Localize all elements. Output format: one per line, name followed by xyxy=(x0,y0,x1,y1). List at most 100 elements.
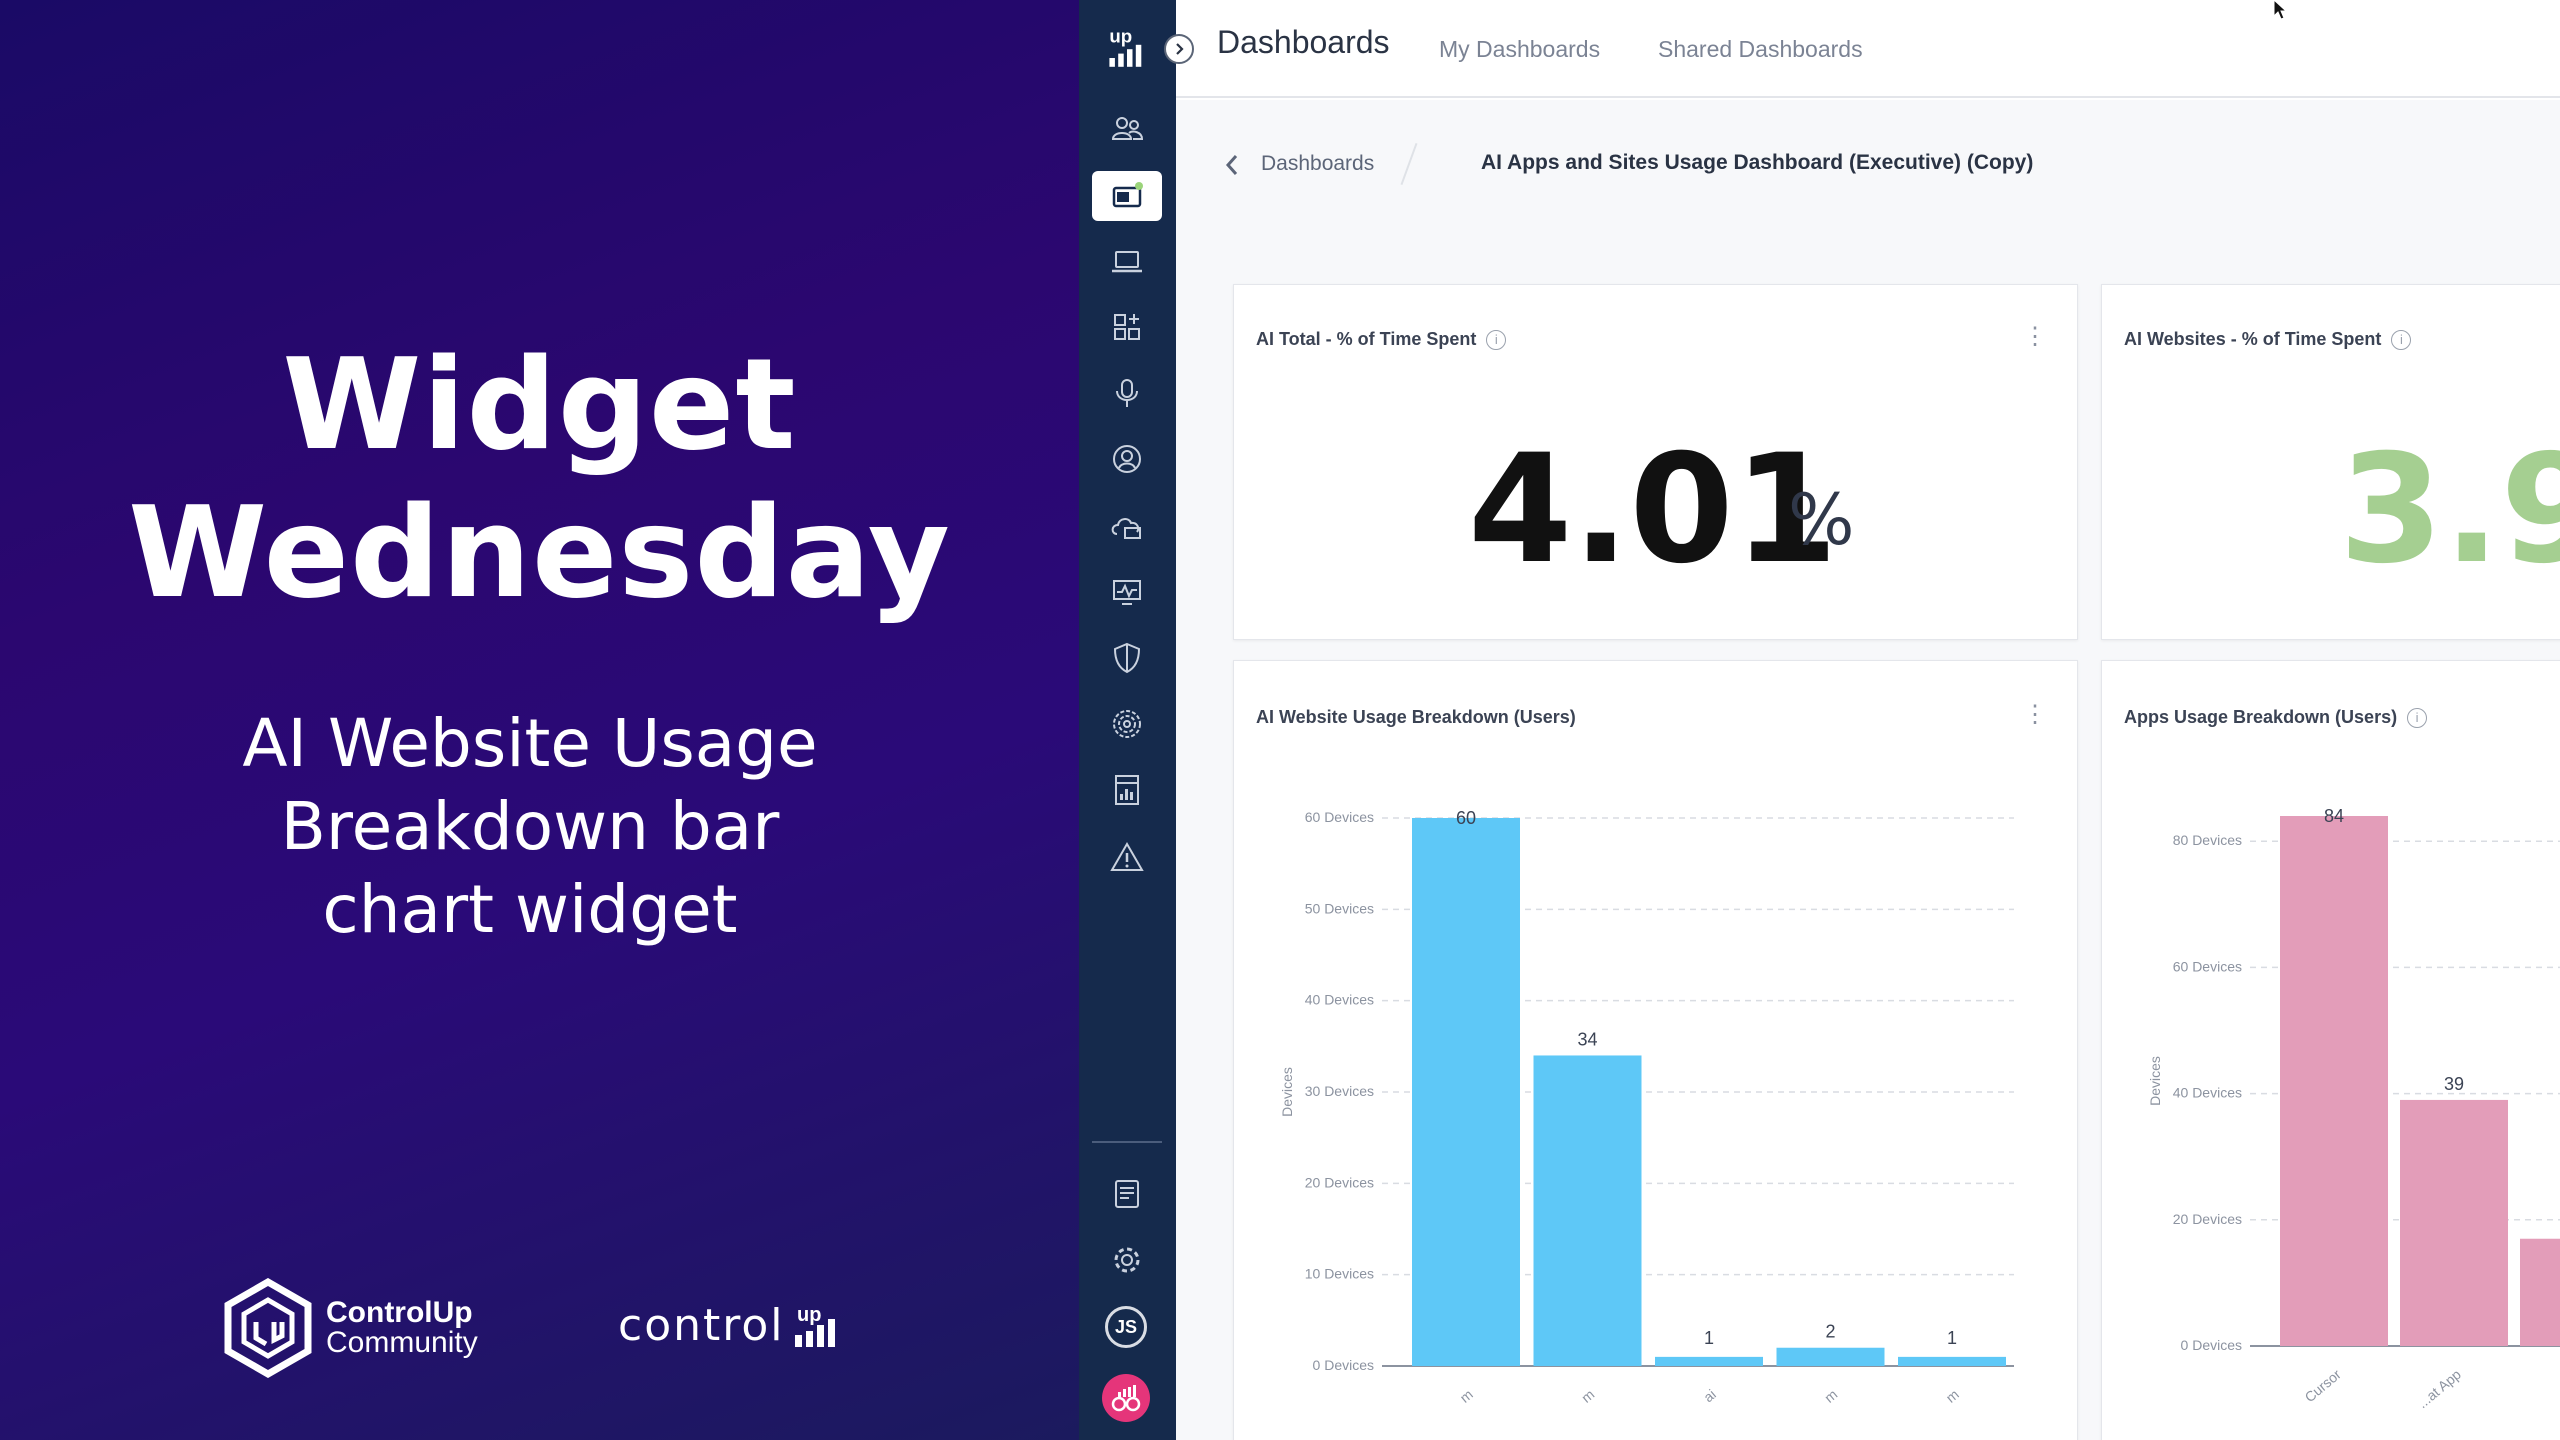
user-avatar[interactable]: JS xyxy=(1105,1306,1147,1348)
sidebar-item-security[interactable] xyxy=(1092,633,1162,683)
widget-ai-websites: AI Websites - % of Time Spent i 3.9 xyxy=(2101,284,2560,640)
y-tick-label: 40 Devices xyxy=(1305,992,1374,1008)
x-tick-label: m xyxy=(1821,1386,1840,1406)
sidebar-divider xyxy=(1092,1141,1162,1143)
breadcrumb-current: AI Apps and Sites Usage Dashboard (Execu… xyxy=(1481,151,2034,174)
y-tick-label: 20 Devices xyxy=(2173,1211,2242,1227)
sidebar: up xyxy=(1079,0,1176,1440)
widget-title: AI Website Usage Breakdown (Users) xyxy=(1256,707,1576,728)
sidebar-item-devices[interactable] xyxy=(1092,236,1162,286)
top-header xyxy=(1176,0,2560,98)
info-icon[interactable]: i xyxy=(2391,329,2412,350)
y-axis-label: Devices xyxy=(2147,1056,2163,1106)
y-tick-label: 60 Devices xyxy=(1305,809,1374,825)
expand-sidebar-button[interactable] xyxy=(1164,34,1194,64)
bar-value-label: 1 xyxy=(1704,1328,1714,1348)
kpi-value: 3.9 xyxy=(2339,423,2560,597)
widget-title-text: Apps Usage Breakdown (Users) xyxy=(2124,707,2398,727)
apps-icon xyxy=(1114,314,1140,340)
widget-menu-button[interactable]: ⋮ xyxy=(2023,323,2047,350)
bar-value-label: 1 xyxy=(1947,1328,1957,1348)
x-tick-label: m xyxy=(1457,1386,1476,1406)
logs-icon xyxy=(1115,1180,1139,1208)
sidebar-item-alerts[interactable] xyxy=(1092,832,1162,882)
promo-title-line2: Wednesday xyxy=(128,479,951,626)
chart-bar xyxy=(1655,1356,1763,1366)
x-tick-label: Cursor xyxy=(2301,1366,2344,1405)
y-tick-label: 40 Devices xyxy=(2173,1085,2242,1101)
sidebar-item-logs[interactable] xyxy=(1092,1169,1162,1219)
y-tick-label: 10 Devices xyxy=(1305,1266,1374,1282)
settings-icon xyxy=(1114,1247,1140,1273)
x-tick-label: ...at App xyxy=(2414,1366,2464,1411)
promo-title-line1: Widget xyxy=(282,331,797,478)
community-brand: ControlUp xyxy=(326,1296,473,1329)
promo-subtitle: AI Website Usage Breakdown bar chart wid… xyxy=(140,702,920,951)
apps-usage-chart: 0 Devices 20 Devices 40 Devices 60 Devices 8… xyxy=(2147,806,2560,1411)
sidebar-item-monitor[interactable] xyxy=(1092,567,1162,617)
svg-text:up: up xyxy=(797,1304,821,1326)
promo-subtitle-line2: Breakdown bar xyxy=(280,788,780,865)
widget-title: Apps Usage Breakdown (Users) i xyxy=(2124,707,2428,728)
sidebar-item-fingerprint[interactable] xyxy=(1092,699,1162,749)
logo-word: control xyxy=(618,1300,785,1351)
info-icon[interactable]: i xyxy=(1486,329,1507,350)
sidebar-item-voice[interactable] xyxy=(1092,368,1162,418)
controlup-community-logo: ControlUp Community xyxy=(222,1278,478,1378)
chart-bar xyxy=(1898,1356,2006,1366)
breadcrumb-dashboards-link[interactable]: Dashboards xyxy=(1261,152,1375,175)
y-tick-label: 0 Devices xyxy=(1313,1357,1374,1373)
devices-icon xyxy=(1112,251,1142,273)
widget-ai-total: AI Total - % of Time Spent i ⋮ 4.01 % xyxy=(1233,284,2078,640)
promo-subtitle-line1: AI Website Usage xyxy=(242,705,818,782)
widget-ai-website-usage: AI Website Usage Breakdown (Users) ⋮ 0 D… xyxy=(1233,660,2078,1440)
reports-icon xyxy=(1115,775,1139,805)
sidebar-item-users[interactable] xyxy=(1092,104,1162,154)
promo-panel: Widget Wednesday AI Website Usage Breakd… xyxy=(0,0,1079,1440)
home-logo-button[interactable]: up xyxy=(1092,22,1162,72)
promo-subtitle-line3: chart widget xyxy=(322,871,738,948)
kpi-unit: % xyxy=(1788,479,1855,561)
widget-menu-button[interactable]: ⋮ xyxy=(2023,701,2047,728)
chart-bar xyxy=(2520,1238,2560,1346)
widget-apps-usage: Apps Usage Breakdown (Users) i 0 Devices… xyxy=(2101,660,2560,1440)
chart-bar xyxy=(2280,816,2388,1346)
user-profile-icon xyxy=(1113,445,1141,473)
sidebar-item-cloud[interactable] xyxy=(1092,501,1162,551)
widget-title-text: AI Websites - % of Time Spent xyxy=(2124,329,2382,349)
chart-bar xyxy=(1776,1347,1885,1366)
x-tick-label: m xyxy=(1943,1386,1962,1406)
voice-icon xyxy=(1116,379,1138,407)
sidebar-item-reports[interactable] xyxy=(1092,765,1162,815)
dashboards-icon xyxy=(1112,182,1143,208)
sidebar-item-user-profile[interactable] xyxy=(1092,434,1162,484)
chart-bar xyxy=(1533,1055,1642,1366)
cloud-icon xyxy=(1111,518,1141,539)
sidebar-item-dashboards[interactable] xyxy=(1092,171,1162,221)
help-logo-icon xyxy=(1111,1385,1141,1412)
y-axis-label: Devices xyxy=(1279,1067,1295,1117)
svg-text:up: up xyxy=(1109,26,1132,47)
back-button[interactable] xyxy=(1222,152,1242,183)
y-tick-label: 50 Devices xyxy=(1305,900,1374,916)
sidebar-item-apps[interactable] xyxy=(1092,302,1162,352)
monitor-icon xyxy=(1113,580,1141,605)
widget-title: AI Total - % of Time Spent i xyxy=(1256,329,1507,350)
bar-value-label: 39 xyxy=(2444,1074,2464,1094)
users-icon xyxy=(1111,117,1144,140)
fingerprint-icon xyxy=(1113,710,1141,738)
help-button[interactable] xyxy=(1102,1374,1150,1422)
sidebar-item-settings[interactable] xyxy=(1092,1235,1162,1285)
y-tick-label: 20 Devices xyxy=(1305,1174,1374,1190)
y-tick-label: 60 Devices xyxy=(2173,958,2242,974)
tab-shared-dashboards[interactable]: Shared Dashboards xyxy=(1658,36,1863,62)
up-logo-icon: up xyxy=(1109,26,1142,67)
kpi-value: 4.01 xyxy=(1468,423,1839,597)
cube-logo-icon xyxy=(224,1278,312,1378)
page-title: Dashboards xyxy=(1217,24,1390,60)
widget-title-text: AI Total - % of Time Spent xyxy=(1256,329,1477,349)
y-tick-label: 80 Devices xyxy=(2173,832,2242,848)
tab-my-dashboards[interactable]: My Dashboards xyxy=(1439,36,1601,62)
widget-title-text: AI Website Usage Breakdown (Users) xyxy=(1256,707,1576,727)
info-icon[interactable]: i xyxy=(2407,707,2428,728)
